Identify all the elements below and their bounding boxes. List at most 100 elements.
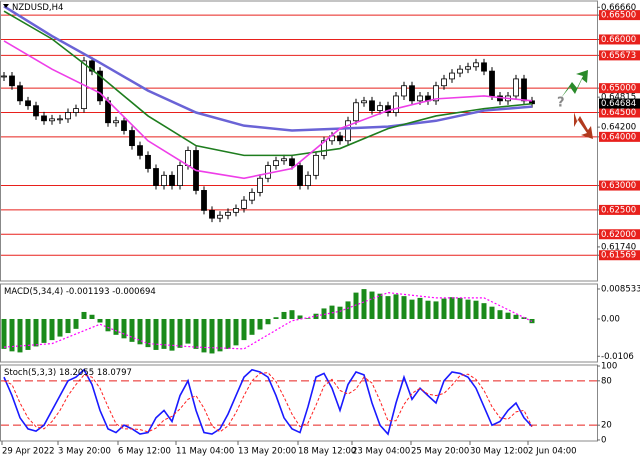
macd-bar xyxy=(289,310,295,319)
candle xyxy=(25,100,31,107)
macd-bar xyxy=(481,303,487,319)
x-tick-label: 30 May 12:00 xyxy=(470,447,528,457)
panel-title-text: MACD(5,34,4) xyxy=(4,287,63,297)
candle xyxy=(265,165,271,179)
macd-bar xyxy=(17,318,23,353)
candle xyxy=(33,105,39,117)
candle xyxy=(17,85,23,102)
macd-bar xyxy=(185,318,191,344)
candle xyxy=(137,145,143,156)
candle xyxy=(105,100,111,124)
macd-bar xyxy=(465,299,471,319)
y-tick-label: 0.64500 xyxy=(601,108,636,118)
candle xyxy=(97,70,103,102)
candle xyxy=(217,214,223,219)
y-tick-label: 0 xyxy=(601,435,606,445)
current-price-bg xyxy=(599,98,640,109)
macd-bar xyxy=(273,317,279,319)
candle xyxy=(233,208,239,213)
level-label-bg xyxy=(599,34,640,45)
down-arrow xyxy=(574,112,593,139)
macd-bar xyxy=(369,291,375,319)
macd-bar xyxy=(177,318,183,348)
macd-bar xyxy=(241,318,247,341)
macd-bar xyxy=(225,318,231,349)
candle xyxy=(129,130,135,147)
candle xyxy=(185,150,191,166)
macd-bar xyxy=(361,289,367,319)
macd-bar xyxy=(297,315,303,319)
panel-frame xyxy=(0,283,598,363)
level-label-bg xyxy=(599,107,640,118)
panel-frame xyxy=(0,0,598,282)
y-tick-label: 0.64815 xyxy=(601,93,636,103)
y-tick-label: -0.0106 xyxy=(601,352,634,362)
macd-bar xyxy=(489,306,495,319)
y-tick-label: 0.00 xyxy=(601,314,620,324)
candle xyxy=(345,120,351,142)
macd-bar xyxy=(409,299,415,319)
level-label-bg xyxy=(599,250,640,261)
macd-bar xyxy=(121,318,127,339)
x-tick-label: 11 May 04:00 xyxy=(176,447,234,457)
macd-bar xyxy=(129,318,135,342)
macd-bar xyxy=(393,294,399,319)
candle xyxy=(9,75,15,87)
forecast-arrows: ? xyxy=(557,70,593,139)
stoch-value: 18.0797 xyxy=(97,368,132,378)
y-tick-label: 0.61740 xyxy=(601,242,636,252)
y-tick-label: 0.65673 xyxy=(601,51,636,61)
macd-bar xyxy=(9,318,15,352)
macd-value: -0.001193 xyxy=(66,287,110,297)
y-tick-label: 0.61569 xyxy=(601,251,636,261)
macd-bar xyxy=(345,301,351,319)
candle xyxy=(433,85,439,102)
panel-title: MACD(5,34,4) -0.001193 -0.000694 xyxy=(4,287,156,297)
macd-bar xyxy=(425,300,431,319)
level-label-bg xyxy=(599,229,640,240)
candle xyxy=(281,158,287,162)
macd-bar xyxy=(169,318,175,351)
candle xyxy=(89,60,95,72)
macd-bar xyxy=(449,297,455,319)
macd-bar xyxy=(497,310,503,319)
candle xyxy=(177,165,183,186)
candle xyxy=(473,62,479,68)
chart-title-text: NZDUSD,H4 xyxy=(12,3,63,13)
up-arrow xyxy=(561,70,588,98)
macd-bar xyxy=(137,318,143,345)
macd-bar xyxy=(201,318,207,353)
candle xyxy=(169,174,175,186)
candle xyxy=(361,100,367,104)
candle xyxy=(313,154,319,176)
candle xyxy=(297,165,303,186)
candle xyxy=(41,115,47,122)
y-tick-label: 0.63000 xyxy=(601,181,636,191)
macd-bar xyxy=(105,318,111,332)
y-tick-label: 0.62500 xyxy=(601,205,636,215)
x-tick-label: 25 May 20:00 xyxy=(411,447,469,457)
macd-bar xyxy=(233,318,239,346)
y-tick-label: 100 xyxy=(601,362,617,372)
macd-bar xyxy=(265,318,271,325)
candle xyxy=(465,66,471,70)
macd-bar xyxy=(161,318,167,349)
macd-bar xyxy=(377,293,383,319)
level-label-bg xyxy=(599,180,640,191)
candle xyxy=(249,191,255,201)
candle xyxy=(225,211,231,216)
x-tick-label: 18 May 12:00 xyxy=(298,447,356,457)
candle xyxy=(289,158,295,166)
macd-bar xyxy=(217,318,223,352)
candle xyxy=(337,135,343,142)
current-price-label: 0.64684 xyxy=(601,99,636,109)
macd-bar xyxy=(337,306,343,319)
level-label-bg xyxy=(599,131,640,142)
macd-bar xyxy=(49,318,55,341)
stoch-line xyxy=(3,368,533,436)
menu-triangle xyxy=(3,4,9,8)
macd-bar xyxy=(433,301,439,319)
macd-bar xyxy=(25,318,31,350)
x-tick-label: 13 May 20:00 xyxy=(238,447,296,457)
level-label-bg xyxy=(599,50,640,61)
